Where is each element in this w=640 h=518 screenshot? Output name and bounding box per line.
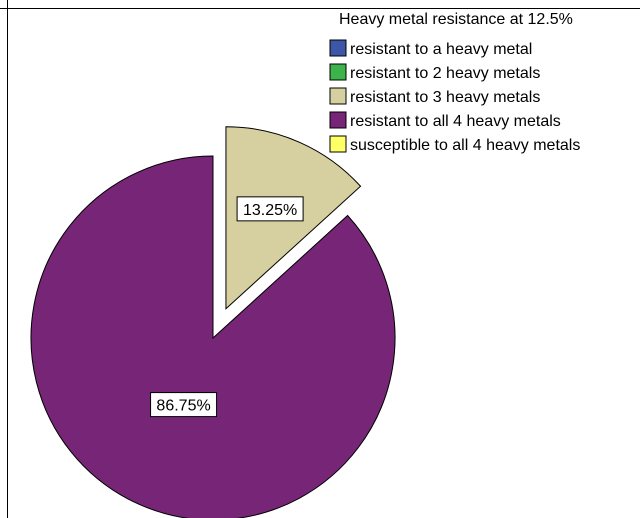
legend-item-susceptible-to-all-4-heavy-metals: susceptible to all 4 heavy metals — [329, 135, 580, 154]
legend-label: resistant to 2 heavy metals — [350, 65, 540, 82]
legend-label: resistant to all 4 heavy metals — [350, 113, 561, 130]
data-label-text: 86.75% — [156, 398, 210, 415]
frame-left-border — [7, 0, 8, 518]
legend-items: resistant to a heavy metal resistant to 2… — [329, 39, 580, 154]
frame-corner-tick — [0, 8, 7, 9]
legend-swatch — [329, 63, 347, 81]
legend-label: resistant to 3 heavy metals — [350, 89, 540, 106]
legend-swatch — [329, 111, 347, 129]
legend-item-resistant-to-all-4-heavy-metals: resistant to all 4 heavy metals — [329, 111, 561, 130]
pie-slices — [30, 126, 396, 518]
data-label-text: 13.25% — [243, 202, 297, 219]
data-label-box — [150, 392, 218, 418]
legend-swatch — [329, 87, 347, 105]
legend-swatch — [329, 39, 347, 57]
chart-legend: Heavy metal resistance at 12.5% resistan… — [329, 11, 580, 154]
data-label-box — [236, 196, 304, 222]
pie-data-labels: 13.25% 86.75% — [150, 196, 304, 418]
frame-top-border — [0, 8, 640, 9]
data-label-resistant-to-all-4-heavy-metals: 86.75% — [150, 392, 218, 418]
legend-item-resistant-to-3-heavy-metals: resistant to 3 heavy metals — [329, 87, 540, 106]
data-label-resistant-to-3-heavy-metals: 13.25% — [236, 196, 304, 222]
legend-swatch — [329, 135, 347, 153]
legend-label: susceptible to all 4 heavy metals — [350, 137, 580, 154]
pie-slice-resistant-to-all-4-heavy-metals — [30, 155, 396, 518]
legend-item-resistant-to-2-heavy-metals: resistant to 2 heavy metals — [329, 63, 540, 82]
legend-item-resistant-to-a-heavy-metal: resistant to a heavy metal — [329, 39, 532, 58]
legend-label: resistant to a heavy metal — [350, 41, 532, 58]
legend-title: Heavy metal resistance at 12.5% — [339, 11, 573, 28]
